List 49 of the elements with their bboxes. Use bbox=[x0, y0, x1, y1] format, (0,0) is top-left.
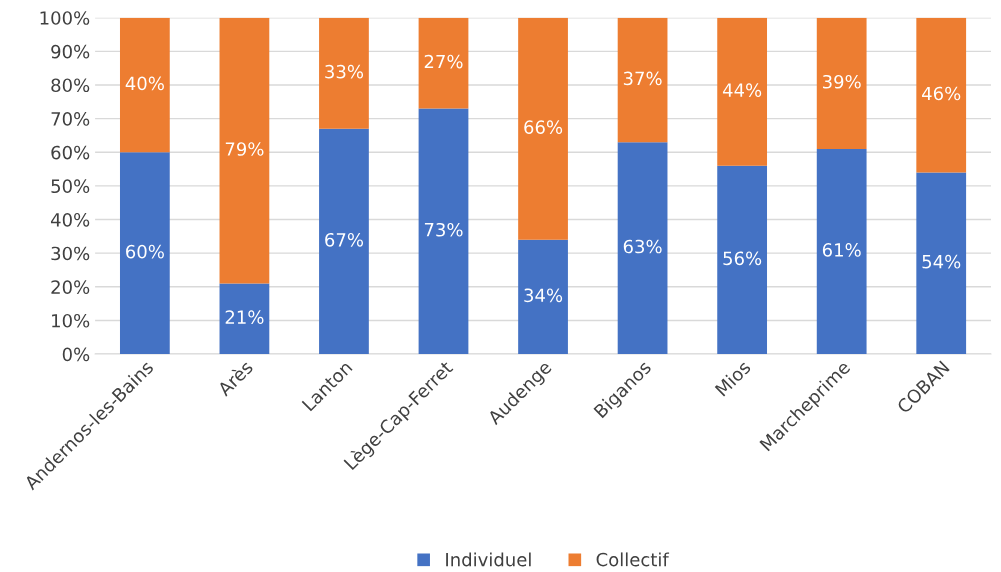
bar bbox=[418, 108, 469, 355]
bar bbox=[617, 17, 668, 143]
y-tick-label: 30% bbox=[51, 246, 90, 261]
bar bbox=[319, 17, 369, 129]
data-label: 39% bbox=[822, 74, 861, 89]
legend-label: Individuel bbox=[446, 552, 531, 567]
data-label: 66% bbox=[524, 120, 563, 134]
data-label: 21% bbox=[225, 310, 264, 324]
data-label: 37% bbox=[623, 71, 662, 86]
bar bbox=[119, 152, 170, 355]
bar bbox=[717, 165, 768, 355]
bar bbox=[219, 283, 270, 355]
bar bbox=[219, 17, 270, 284]
legend-label: Collectif bbox=[596, 552, 670, 567]
bar bbox=[617, 142, 668, 355]
bar bbox=[816, 148, 867, 355]
bar bbox=[717, 17, 768, 166]
bar bbox=[119, 17, 170, 153]
y-tick-label: 0% bbox=[62, 347, 90, 362]
data-label: 56% bbox=[723, 251, 762, 266]
data-label: 44% bbox=[722, 83, 762, 97]
y-tick-label: 40% bbox=[50, 212, 90, 227]
data-label: 67% bbox=[325, 232, 364, 247]
bar bbox=[319, 128, 369, 355]
bar bbox=[418, 17, 469, 109]
data-label: 27% bbox=[424, 54, 463, 69]
bar bbox=[816, 17, 867, 149]
y-tick-label: 60% bbox=[51, 145, 90, 160]
y-tick-label: 70% bbox=[51, 112, 90, 126]
data-label: 40% bbox=[125, 76, 164, 91]
data-label: 34% bbox=[524, 288, 563, 303]
data-label: 60% bbox=[126, 244, 164, 259]
data-label: 61% bbox=[822, 243, 861, 257]
bar bbox=[518, 17, 568, 240]
data-label: 54% bbox=[922, 254, 961, 269]
bar bbox=[916, 172, 967, 355]
bar bbox=[518, 239, 568, 355]
y-tick-label: 90% bbox=[51, 44, 90, 59]
data-label: 63% bbox=[623, 239, 662, 254]
y-tick-label: 10% bbox=[52, 313, 90, 328]
y-tick-label: 100% bbox=[40, 11, 90, 25]
data-label: 73% bbox=[424, 222, 463, 237]
data-label: 79% bbox=[225, 142, 264, 156]
y-tick-label: 80% bbox=[51, 78, 90, 93]
bar bbox=[916, 17, 967, 173]
data-label: 46% bbox=[922, 86, 961, 101]
data-label: 33% bbox=[325, 64, 364, 79]
y-tick-label: 20% bbox=[51, 280, 90, 294]
y-tick-label: 50% bbox=[51, 179, 90, 194]
